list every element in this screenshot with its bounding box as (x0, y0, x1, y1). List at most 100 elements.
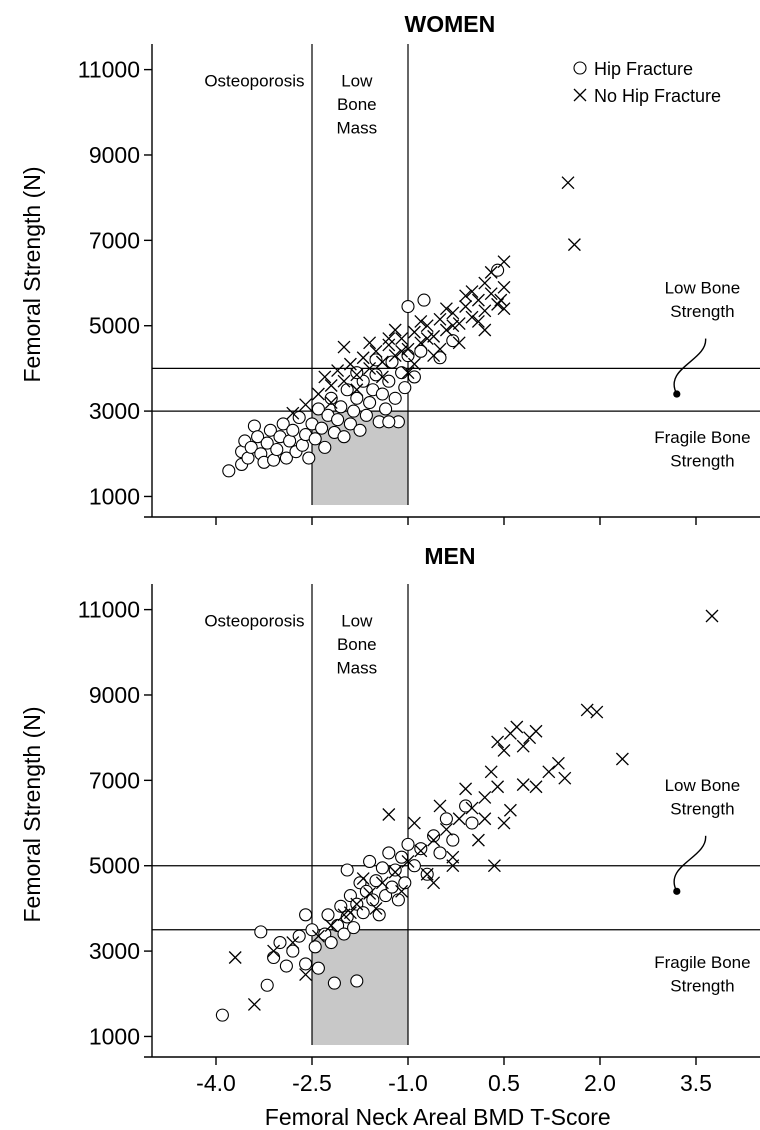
panel-title: MEN (424, 543, 475, 569)
data-point-x (530, 781, 542, 793)
data-point-x (581, 704, 593, 716)
data-point-x (492, 298, 504, 310)
data-point-x (498, 744, 510, 756)
data-point-circle (354, 424, 366, 436)
region-label: Bone (337, 95, 377, 114)
data-point-circle (386, 881, 398, 893)
data-point-circle (287, 424, 299, 436)
data-point-x (319, 371, 331, 383)
data-point-circle (335, 401, 347, 413)
data-point-x (300, 399, 312, 411)
data-point-circle (216, 1009, 228, 1021)
data-point-x (492, 736, 504, 748)
data-point-circle (466, 817, 478, 829)
data-point-x (498, 817, 510, 829)
data-point-circle (335, 900, 347, 912)
data-point-circle (322, 909, 334, 921)
region-label: Osteoporosis (204, 612, 304, 631)
data-point-circle (338, 431, 350, 443)
x-tick-label: 3.5 (680, 1070, 712, 1096)
data-point-circle (402, 838, 414, 850)
data-point-x (332, 365, 344, 377)
x-tick-label: -1.0 (388, 1070, 428, 1096)
data-point-circle (383, 375, 395, 387)
x-tick-label: 2.0 (584, 1070, 616, 1096)
data-point-circle (396, 367, 408, 379)
data-point-circle (341, 911, 353, 923)
annotation-label: Low Bone (665, 279, 741, 298)
panel-title: WOMEN (405, 11, 496, 37)
data-point-circle (380, 403, 392, 415)
panel-men: 1000 3000 5000 7000 9000 11000 -4.0 -2.5 -1.0 0.5… (19, 543, 760, 1130)
data-point-x (466, 286, 478, 298)
data-point-circle (389, 864, 401, 876)
data-point-circle (408, 371, 420, 383)
data-point-circle (268, 951, 280, 963)
y-tick-label: 7000 (89, 767, 140, 793)
data-point-circle (223, 465, 235, 477)
data-point-x (312, 388, 324, 400)
data-point-circle (309, 433, 321, 445)
data-point-circle (434, 847, 446, 859)
y-axis-title: Femoral Strength (N) (19, 166, 45, 382)
data-point-x (338, 341, 350, 353)
data-point-x (591, 706, 603, 718)
data-point-x (440, 324, 452, 336)
data-point-circle (328, 977, 340, 989)
data-point-circle (316, 422, 328, 434)
data-point-x (460, 301, 472, 313)
data-point-x (357, 352, 369, 364)
series-no-hip-fracture (287, 177, 581, 419)
annotation-label: Fragile Bone (654, 953, 750, 972)
region-label: Bone (337, 635, 377, 654)
data-point-x (530, 725, 542, 737)
data-point-circle (376, 388, 388, 400)
data-point-x (415, 315, 427, 327)
y-tick-label: 9000 (89, 682, 140, 708)
data-point-x (706, 610, 718, 622)
data-point-x (396, 333, 408, 345)
region-label: Mass (336, 659, 377, 678)
annotation-label: Low Bone (665, 776, 741, 795)
data-point-circle (319, 441, 331, 453)
x-axis-title: Femoral Neck Areal BMD T-Score (265, 1104, 611, 1130)
data-point-x (511, 721, 523, 733)
x-tick-label: -4.0 (196, 1070, 236, 1096)
legend: Hip FractureNo Hip Fracture (574, 59, 721, 106)
panel-women: 1000300050007000900011000WOMENFemoral St… (19, 11, 760, 525)
data-point-circle (373, 909, 385, 921)
data-point-x (498, 303, 510, 315)
data-point-x (389, 324, 401, 336)
data-point-circle (280, 960, 292, 972)
y-tick-label: 7000 (89, 227, 140, 253)
data-point-x (453, 813, 465, 825)
data-point-x (498, 281, 510, 293)
data-point-circle (360, 409, 372, 421)
x-tick-label: -2.5 (292, 1070, 332, 1096)
annotation-label: Strength (670, 977, 734, 996)
data-point-x (472, 294, 484, 306)
data-point-circle (389, 392, 401, 404)
data-point-circle (357, 907, 369, 919)
data-point-circle (312, 962, 324, 974)
data-point-circle (271, 444, 283, 456)
chart-panels: 1000300050007000900011000WOMENFemoral St… (19, 11, 760, 1130)
annotation-label: Strength (670, 452, 734, 471)
data-point-x (466, 311, 478, 323)
data-point-x (543, 766, 555, 778)
legend-marker-x (574, 89, 586, 101)
legend-marker-circle (574, 62, 586, 74)
data-point-circle (447, 834, 459, 846)
data-point-circle (348, 405, 360, 417)
data-point-circle (402, 350, 414, 362)
annotation-pointer-dot (673, 390, 680, 397)
y-axis-title: Femoral Strength (N) (19, 706, 45, 922)
data-point-x (364, 337, 376, 349)
data-point-circle (392, 894, 404, 906)
data-point-x (383, 339, 395, 351)
data-point-circle (300, 909, 312, 921)
data-point-x (472, 834, 484, 846)
data-point-x (408, 817, 420, 829)
y-tick-label: 5000 (89, 313, 140, 339)
